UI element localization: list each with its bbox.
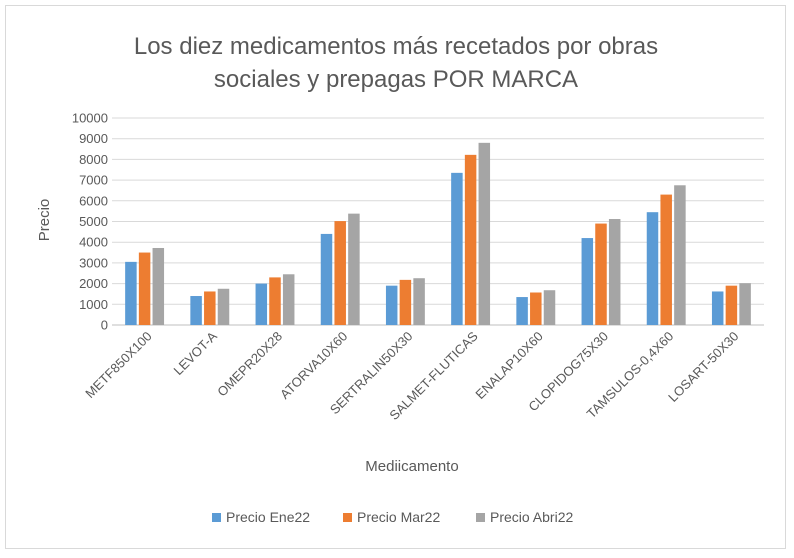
- legend-swatch: [343, 513, 352, 522]
- bar: [543, 290, 556, 325]
- bar: [725, 285, 738, 325]
- bar: [190, 296, 202, 325]
- chart-title: Los diez medicamentos más recetados por …: [134, 33, 658, 93]
- bar: [152, 247, 165, 325]
- bar: [530, 292, 542, 325]
- bar: [608, 219, 621, 325]
- chart-title-line: Los diez medicamentos más recetados por …: [134, 33, 658, 60]
- y-tick-label: 3000: [79, 255, 108, 270]
- legend-entry: Precio Abri22: [490, 509, 573, 525]
- bar: [660, 194, 672, 325]
- bar: [204, 291, 216, 325]
- bar: [348, 213, 360, 325]
- legend-swatch: [476, 513, 485, 522]
- x-tick-label: ENALAP10X60: [472, 329, 545, 402]
- y-tick-label: 0: [101, 318, 108, 333]
- bar: [320, 233, 333, 325]
- bar: [516, 297, 528, 325]
- bar: [334, 221, 346, 325]
- legend: Precio Ene22 Precio Mar22 Precio Abri22: [212, 509, 573, 525]
- bars: [125, 142, 751, 325]
- bar: [217, 288, 230, 325]
- bar: [451, 172, 463, 325]
- x-tick-label: METF850X100: [82, 329, 154, 401]
- bar: [125, 261, 137, 325]
- bar: [646, 212, 659, 325]
- y-axis-label: Precio: [36, 199, 53, 242]
- legend-entry: Precio Ene22: [226, 509, 310, 525]
- bar: [138, 252, 151, 325]
- x-axis-ticks: METF850X100 LEVOT-AOMEPR20X28ATORVA10X60S…: [82, 328, 741, 423]
- y-tick-label: 5000: [79, 214, 108, 229]
- bar: [385, 285, 398, 325]
- y-tick-label: 8000: [79, 152, 108, 167]
- y-tick-label: 4000: [79, 235, 108, 250]
- x-axis-label: Mediicamento: [365, 458, 458, 475]
- bar: [674, 185, 686, 325]
- bar: [581, 238, 594, 325]
- bar: [478, 142, 491, 325]
- x-tick-label: LOSART-50X30: [665, 329, 741, 405]
- bar: [739, 283, 751, 325]
- x-tick-label: OMEPR20X28: [214, 329, 285, 400]
- bar-chart: Los diez medicamentos más recetados por …: [36, 33, 764, 525]
- bar: [595, 223, 607, 325]
- bar: [711, 291, 724, 325]
- y-tick-label: 6000: [79, 193, 108, 208]
- y-tick-label: 1000: [79, 297, 108, 312]
- bar: [255, 283, 268, 325]
- y-tick-label: 2000: [79, 276, 108, 291]
- legend-entry: Precio Mar22: [357, 509, 440, 525]
- bar: [464, 154, 477, 325]
- bar: [269, 277, 281, 325]
- legend-swatch: [212, 513, 221, 522]
- y-axis-ticks: 0 1000 2000 3000 4000 5000 6000 7000 8000 9000 100…: [72, 111, 108, 333]
- bar: [282, 274, 295, 325]
- x-tick-label: ATORVA10X60: [277, 329, 350, 402]
- y-tick-label: 7000: [79, 173, 108, 188]
- bar: [413, 278, 425, 325]
- y-tick-label: 9000: [79, 131, 108, 146]
- chart-frame: Los diez medicamentos más recetados por …: [5, 5, 786, 549]
- bar: [399, 279, 412, 325]
- x-tick-label: LEVOT-A: [170, 328, 220, 378]
- chart-title-line: sociales y prepagas POR MARCA: [214, 66, 578, 93]
- y-tick-label: 10000: [72, 111, 108, 126]
